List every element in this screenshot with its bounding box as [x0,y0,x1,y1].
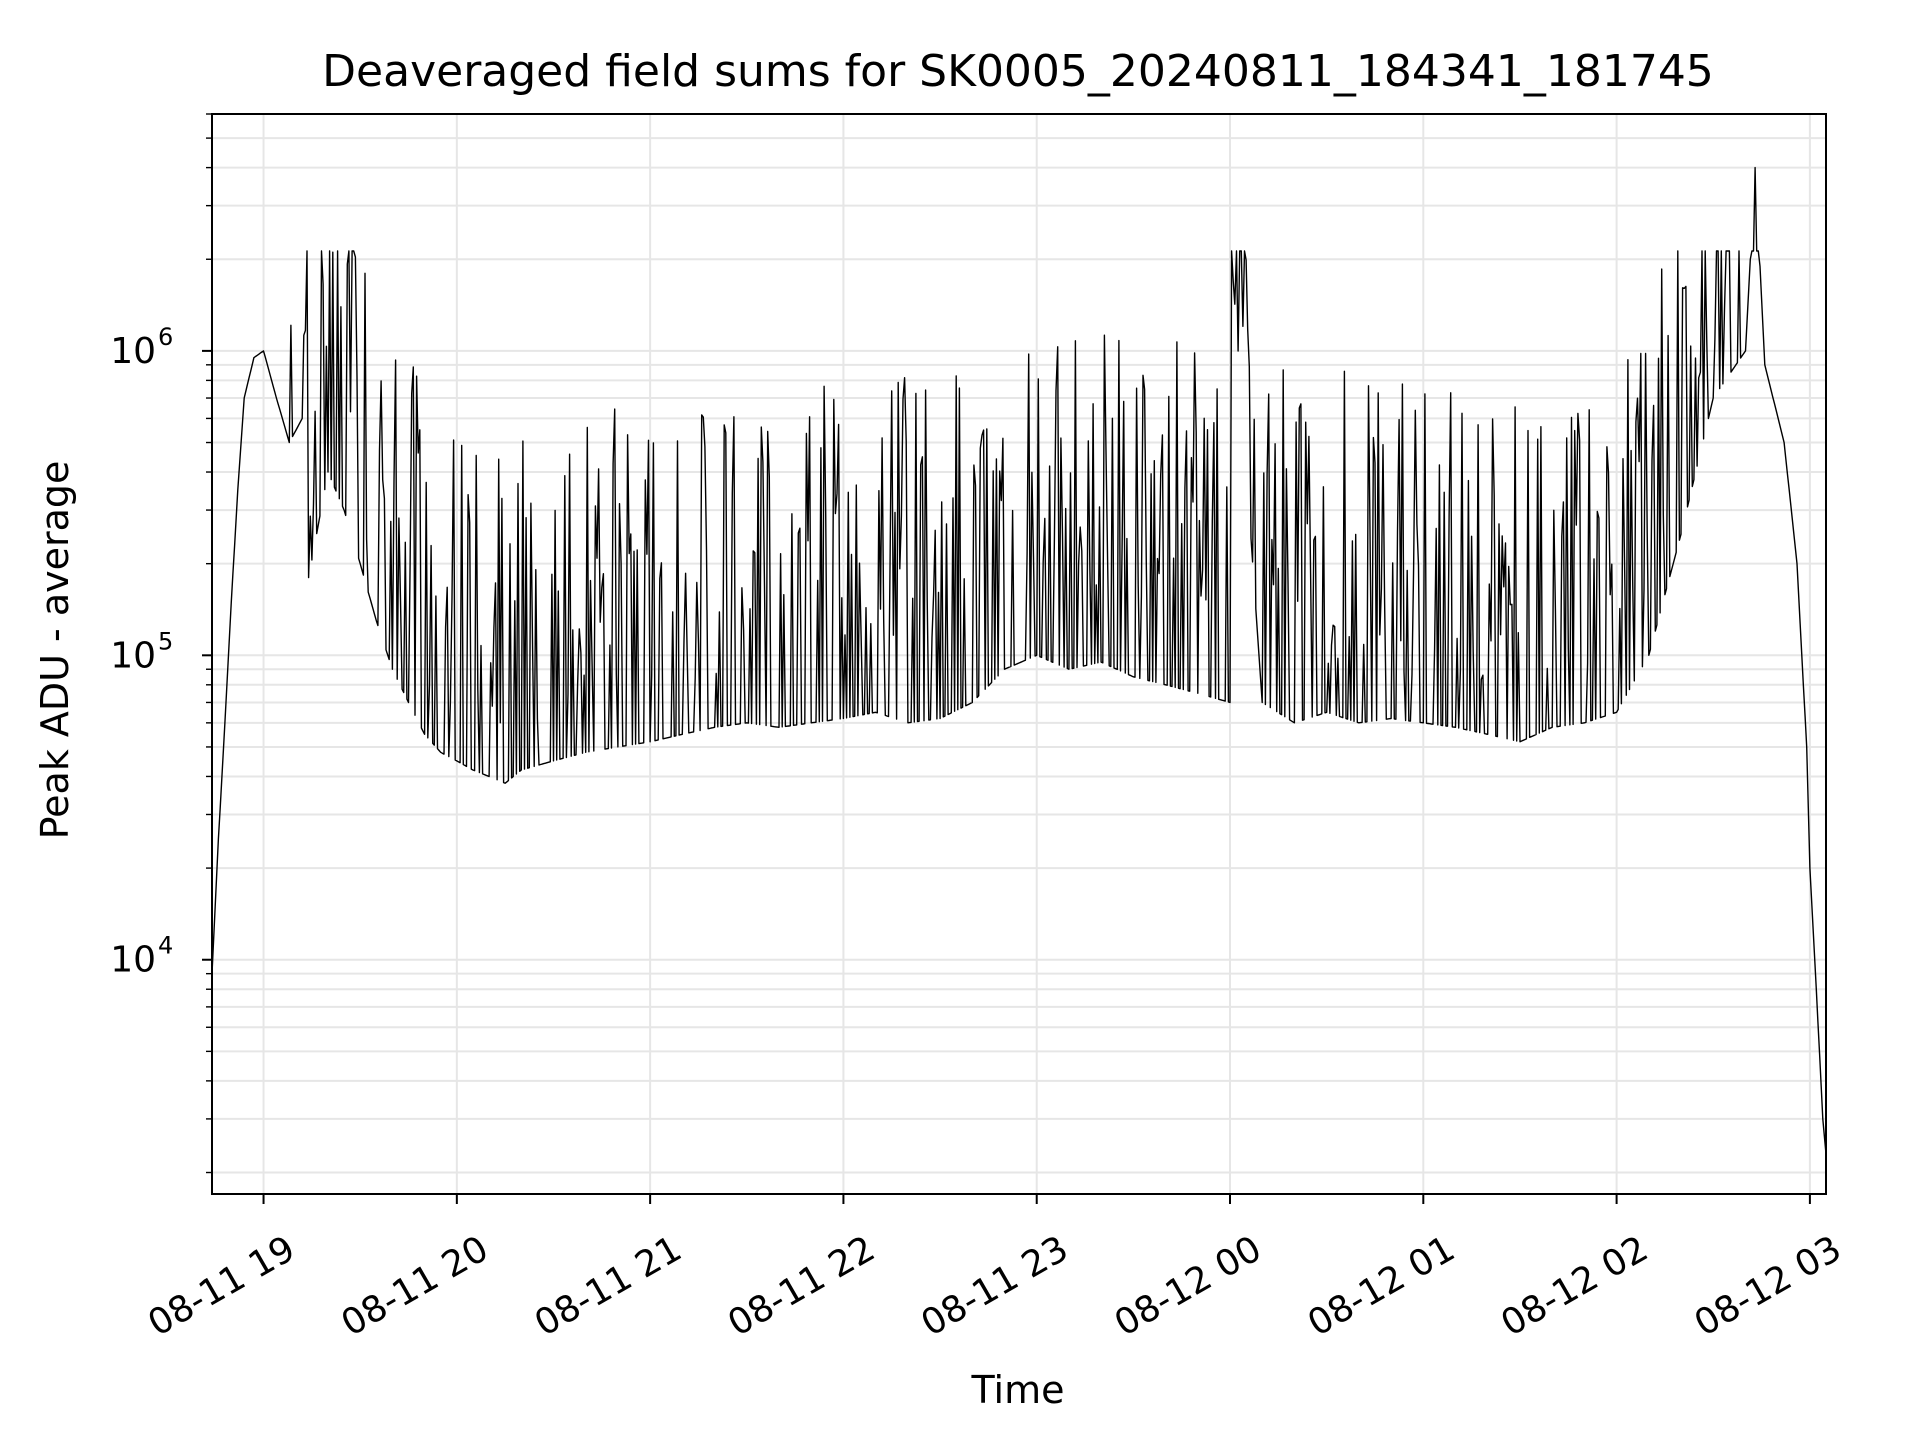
x-axis-label: Time [971,1368,1065,1412]
series-line [211,166,1827,1155]
plot-frame [211,113,1827,1195]
y-tick-label: 10 [110,940,156,981]
y-tick-exponent: 6 [158,323,173,351]
y-tick-exponent: 4 [158,932,173,960]
y-tick-label: 10 [110,331,156,372]
chart-title: Deaveraged field sums for SK0005_2024081… [322,46,1714,97]
y-tick-label: 10 [110,635,156,676]
data-series [211,166,1827,1155]
y-tick-exponent: 5 [158,627,173,655]
y-axis-label: Peak ADU - average [33,461,77,840]
